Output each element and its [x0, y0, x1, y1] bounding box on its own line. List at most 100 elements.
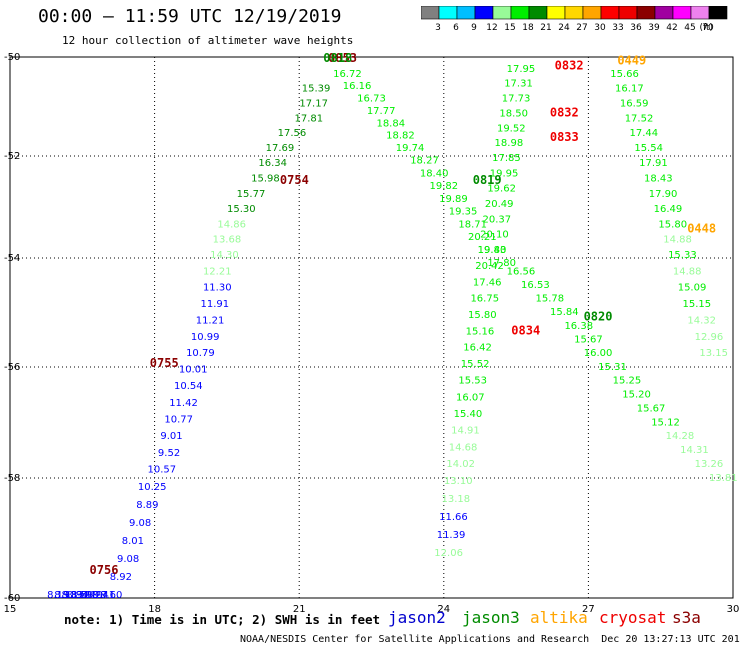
wave-height-reading: 15.66 — [610, 69, 639, 80]
map-subtitle: 12 hour collection of altimeter wave hei… — [62, 34, 354, 47]
wave-height-reading: 14.32 — [687, 315, 716, 326]
wave-height-reading: 18.40 — [420, 168, 449, 179]
legend-tick-label: 36 — [630, 23, 642, 33]
legend-tick-label: 21 — [540, 23, 551, 33]
lon-tick-label: 24 — [437, 604, 450, 615]
wave-height-reading: 15.20 — [622, 390, 651, 401]
wave-height-reading: 14.88 — [663, 235, 692, 246]
wave-height-reading: 11.30 — [203, 283, 232, 294]
wave-height-reading: 13.81 — [709, 473, 738, 484]
legend-tick-label: 30 — [594, 23, 606, 33]
wave-height-reading: 14.91 — [451, 426, 480, 437]
wave-height-reading: 16.00 — [584, 348, 613, 359]
wave-height-reading: 8.89 — [136, 500, 158, 511]
wave-height-reading: 18.82 — [386, 131, 415, 142]
wave-height-reading: 15.54 — [634, 143, 663, 154]
legend-swatch — [708, 6, 728, 20]
legend-tick-label: 9 — [471, 23, 477, 33]
wave-height-reading: 13.18 — [442, 494, 471, 505]
wave-height-reading: 17.77 — [367, 106, 396, 117]
wave-height-reading: 19.62 — [487, 184, 516, 195]
wave-height-reading: 8.60 — [100, 590, 122, 601]
wave-height-reading: 17.73 — [502, 94, 531, 105]
footer-note: note: 1) Time is in UTC; 2) SWH is in fe… — [64, 612, 381, 627]
wave-height-reading: 17.80 — [487, 258, 516, 269]
wave-height-reading: 15.80 — [658, 219, 687, 230]
wave-height-reading: 18.71 — [458, 219, 487, 230]
wave-height-reading: 17.91 — [639, 158, 668, 169]
legend-tick-label: 24 — [558, 23, 570, 33]
wave-height-reading: 15.40 — [454, 409, 483, 420]
pass-time-label: 0832 — [550, 105, 579, 119]
pass-time-label: 0820 — [584, 310, 613, 324]
satellite-altika-label: altika — [530, 608, 588, 627]
wave-height-reading: 14.30 — [210, 250, 239, 261]
wave-height-reading: 11.39 — [437, 530, 466, 541]
wave-height-reading: 11.21 — [196, 315, 225, 326]
wave-height-reading: 15.16 — [466, 326, 495, 337]
legend-tick-label: 15 — [504, 23, 515, 33]
wave-height-reading: 15.09 — [678, 283, 707, 294]
wave-height-reading: 15.12 — [651, 417, 680, 428]
wave-height-reading: 15.15 — [683, 299, 712, 310]
wave-height-reading: 17.85 — [492, 153, 521, 164]
wave-height-reading: 16.42 — [463, 343, 492, 354]
lon-tick-label: 18 — [148, 604, 161, 615]
wave-height-reading: 17.69 — [266, 143, 295, 154]
wave-height-reading: 16.75 — [470, 294, 499, 305]
wave-height-reading: 17.17 — [299, 99, 328, 110]
wave-height-reading: 19.35 — [449, 207, 478, 218]
pass-time-label: 0754 — [280, 173, 309, 187]
wave-height-reading: 19.89 — [439, 194, 468, 205]
wave-height-reading: 14.68 — [449, 442, 478, 453]
wave-height-reading: 17.52 — [625, 113, 654, 124]
wave-height-reading: 15.52 — [461, 359, 490, 370]
wave-height-reading: 10.01 — [179, 365, 208, 376]
wave-height-reading: 18.98 — [495, 138, 524, 149]
map-title: 00:00 – 11:59 UTC 12/19/2019 — [38, 6, 342, 27]
wave-height-reading: 14.28 — [666, 431, 695, 442]
wave-height-reading: 19.83 — [478, 245, 507, 256]
pass-time-label: 0755 — [150, 356, 179, 370]
wave-height-reading: 16.59 — [620, 99, 649, 110]
legend-tick-label: 70 — [702, 23, 714, 33]
wave-height-reading: 8.19 — [47, 590, 69, 601]
wave-height-reading: 19.40 — [478, 245, 507, 256]
wave-height-reading: 20.10 — [480, 230, 509, 241]
legend-tick-label: 18 — [522, 23, 534, 33]
legend-tick-label: 42 — [666, 23, 677, 33]
wave-height-reading: 9.01 — [160, 431, 182, 442]
pass-time-label: 0853 — [328, 51, 357, 65]
pass-time-label: 0834 — [511, 323, 540, 337]
wave-height-reading: 15.39 — [302, 84, 331, 95]
pass-time-label: 0448 — [687, 222, 716, 236]
pass-time-label: 0756 — [90, 563, 119, 577]
wave-height-reading: 15.98 — [251, 174, 280, 185]
wave-height-reading: 10.99 — [191, 332, 220, 343]
wave-height-reading: 13.15 — [699, 348, 728, 359]
wave-height-reading: 17.56 — [278, 128, 307, 139]
satellite-s3a-label: s3a — [672, 608, 701, 627]
legend-tick-label: 33 — [612, 23, 623, 33]
wave-height-reading: 16.17 — [615, 84, 644, 95]
wave-height-reading: 15.67 — [574, 334, 603, 345]
lat-tick-label: -58 — [4, 473, 20, 484]
wave-height-reading: 10.25 — [138, 482, 167, 493]
wave-height-reading: 19.82 — [429, 181, 458, 192]
wave-height-reading: 15.67 — [637, 403, 666, 414]
lon-tick-label: 27 — [582, 604, 595, 615]
wave-height-reading: 9.08 — [129, 518, 151, 529]
wave-height-reading: 15.53 — [458, 376, 487, 387]
lat-tick-label: -50 — [4, 52, 20, 63]
lon-tick-label: 15 — [4, 604, 17, 615]
pass-time-label: 0818 — [323, 51, 352, 65]
wave-height-reading: 14.86 — [217, 219, 246, 230]
wave-height-reading: 20.42 — [475, 261, 504, 272]
wave-height-reading: 15.30 — [227, 204, 256, 215]
wave-height-reading: 9.08 — [117, 554, 139, 565]
satellite-jason2-label: jason2 — [388, 608, 446, 627]
wave-height-reading: 14.31 — [680, 445, 709, 456]
wave-height-reading: 20.21 — [468, 232, 497, 243]
wave-height-reading: 8.83 — [62, 590, 84, 601]
